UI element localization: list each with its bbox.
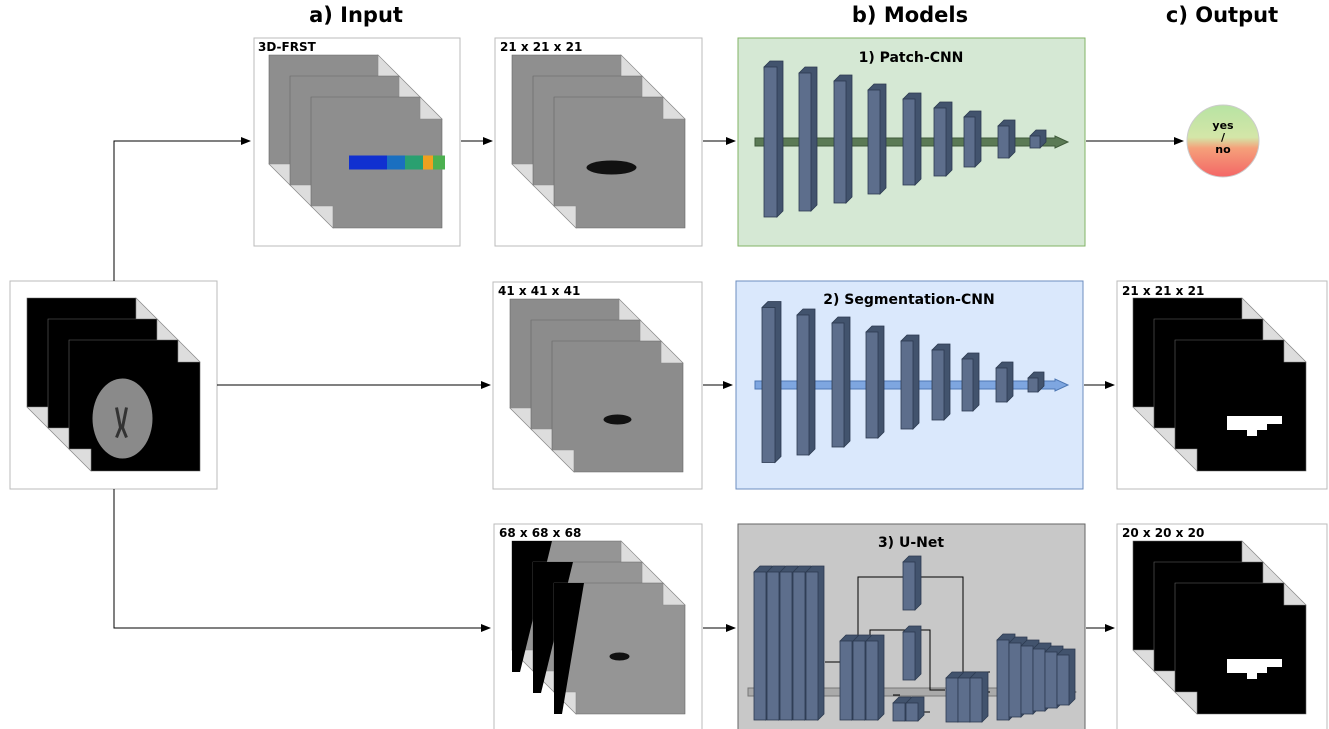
layer-block <box>961 358 974 412</box>
layer-block <box>1032 648 1046 712</box>
layer-block <box>957 677 971 723</box>
layer-block <box>867 89 881 195</box>
layer-block <box>1056 654 1070 706</box>
layer-block <box>902 98 916 186</box>
layer-block <box>753 571 767 721</box>
black-region <box>554 583 584 714</box>
layer-block <box>997 125 1010 159</box>
box-label: 20 x 20 x 20 <box>1122 526 1204 540</box>
layer-block <box>839 640 853 721</box>
layer-block <box>766 571 780 721</box>
frst-voxel <box>387 155 405 170</box>
frst-voxel <box>433 155 445 170</box>
layer-block <box>865 640 879 721</box>
frst-voxel <box>349 155 387 170</box>
layer-block <box>963 116 976 168</box>
layer-block <box>892 702 906 722</box>
layer-block <box>902 561 916 611</box>
header: a) Input <box>309 3 403 27</box>
layer-block <box>805 571 819 721</box>
box-label: 68 x 68 x 68 <box>499 526 581 540</box>
frst-voxel <box>423 155 433 170</box>
header: b) Models <box>852 3 968 27</box>
layer-block <box>1020 645 1034 715</box>
layer-block <box>1044 651 1058 709</box>
ventricle <box>115 407 128 439</box>
page-fold <box>1174 582 1307 715</box>
layout <box>9 37 1328 729</box>
layer-block <box>1027 377 1039 393</box>
layer-block <box>900 340 914 430</box>
layer-block <box>798 72 812 212</box>
lesion <box>603 414 632 425</box>
box-label: 21 x 21 x 21 <box>1122 284 1204 298</box>
layer-block <box>996 639 1010 721</box>
layer-block <box>831 322 845 448</box>
layer-block <box>761 307 776 463</box>
layer-block <box>905 702 919 722</box>
classifier-label: / <box>1221 131 1226 144</box>
page-fold <box>310 96 443 229</box>
box-label: 21 x 21 x 21 <box>500 40 582 54</box>
layer-block <box>865 331 879 439</box>
segmentation <box>1227 659 1282 679</box>
layer-block <box>931 349 945 421</box>
page-fold <box>1174 339 1307 472</box>
model-title: 1) Patch-CNN <box>859 50 964 66</box>
header: c) Output <box>1166 3 1278 27</box>
lesion <box>609 652 630 661</box>
layer-block <box>796 314 810 456</box>
classifier-output <box>1186 104 1260 178</box>
page-fold <box>551 340 684 473</box>
page-fold <box>68 339 201 472</box>
layer-block <box>1008 642 1022 718</box>
layer-block <box>945 677 959 723</box>
layer-block <box>1029 135 1041 149</box>
classifier-label: yes <box>1212 119 1234 132</box>
arrow <box>113 137 251 281</box>
lesion <box>586 160 637 175</box>
layer-block <box>792 571 806 721</box>
model-title: 3) U-Net <box>878 535 944 551</box>
box-label: 41 x 41 x 41 <box>498 284 580 298</box>
layer-block <box>779 571 793 721</box>
model-title: 2) Segmentation-CNN <box>823 292 994 308</box>
layer-block <box>763 66 778 218</box>
layer-block <box>995 367 1008 403</box>
layer-block <box>852 640 866 721</box>
frst-voxel <box>405 155 423 170</box>
layer-block <box>933 107 947 177</box>
page-fold <box>553 96 686 229</box>
layer-block <box>833 80 847 204</box>
segmentation <box>1227 416 1282 436</box>
layer-block <box>969 677 983 723</box>
brain <box>92 378 153 459</box>
arrow <box>113 489 491 632</box>
box-label: 3D-FRST <box>258 40 317 54</box>
layer-block <box>902 631 916 681</box>
classifier-label: no <box>1215 143 1231 156</box>
